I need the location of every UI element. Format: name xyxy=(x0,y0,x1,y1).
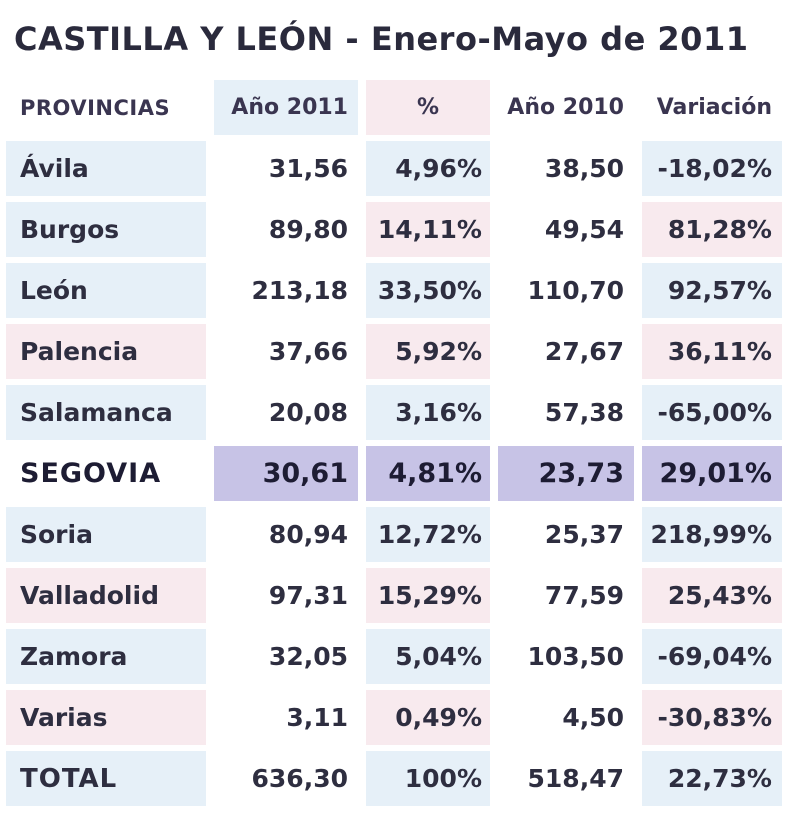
cell-variacion: 92,57% xyxy=(642,263,782,318)
cell-ano-2010: 4,50 xyxy=(498,690,634,745)
cell-variacion: 29,01% xyxy=(642,446,782,501)
cell-ano-2010: 103,50 xyxy=(498,629,634,684)
cell-ano-2010: 38,50 xyxy=(498,141,634,196)
cell-ano-2010: 57,38 xyxy=(498,385,634,440)
cell-ano-2011: 80,94 xyxy=(214,507,358,562)
cell-variacion: -65,00% xyxy=(642,385,782,440)
table-header-row: PROVINCIAS Año 2011 % Año 2010 Variación xyxy=(0,80,800,141)
table-row-total: TOTAL 636,30 100% 518,47 22,73% xyxy=(0,751,800,812)
cell-variacion: 36,11% xyxy=(642,324,782,379)
cell-province: TOTAL xyxy=(6,751,206,806)
cell-variacion: -69,04% xyxy=(642,629,782,684)
cell-province: SEGOVIA xyxy=(6,446,206,501)
cell-ano-2011: 31,56 xyxy=(214,141,358,196)
cell-percent: 14,11% xyxy=(366,202,490,257)
cell-variacion: 25,43% xyxy=(642,568,782,623)
cell-province: Zamora xyxy=(6,629,206,684)
cell-percent: 33,50% xyxy=(366,263,490,318)
cell-ano-2011: 3,11 xyxy=(214,690,358,745)
table-row-segovia: SEGOVIA 30,61 4,81% 23,73 29,01% xyxy=(0,446,800,507)
table-row-zamora: Zamora 32,05 5,04% 103,50 -69,04% xyxy=(0,629,800,690)
cell-ano-2010: 23,73 xyxy=(498,446,634,501)
cell-ano-2011: 89,80 xyxy=(214,202,358,257)
cell-ano-2010: 77,59 xyxy=(498,568,634,623)
cell-province: Varias xyxy=(6,690,206,745)
table-row-leon: León 213,18 33,50% 110,70 92,57% xyxy=(0,263,800,324)
cell-variacion: -30,83% xyxy=(642,690,782,745)
cell-ano-2011: 37,66 xyxy=(214,324,358,379)
cell-ano-2011: 213,18 xyxy=(214,263,358,318)
cell-ano-2011: 30,61 xyxy=(214,446,358,501)
table-row-burgos: Burgos 89,80 14,11% 49,54 81,28% xyxy=(0,202,800,263)
cell-ano-2010: 27,67 xyxy=(498,324,634,379)
cell-province: Salamanca xyxy=(6,385,206,440)
cell-ano-2011: 97,31 xyxy=(214,568,358,623)
header-percent: % xyxy=(366,80,490,135)
cell-ano-2011: 636,30 xyxy=(214,751,358,806)
cell-ano-2011: 20,08 xyxy=(214,385,358,440)
cell-percent: 100% xyxy=(366,751,490,806)
cell-ano-2010: 518,47 xyxy=(498,751,634,806)
cell-province: Palencia xyxy=(6,324,206,379)
table-row-soria: Soria 80,94 12,72% 25,37 218,99% xyxy=(0,507,800,568)
cell-percent: 4,81% xyxy=(366,446,490,501)
cell-percent: 4,96% xyxy=(366,141,490,196)
table-row-varias: Varias 3,11 0,49% 4,50 -30,83% xyxy=(0,690,800,751)
cell-percent: 15,29% xyxy=(366,568,490,623)
cell-percent: 5,92% xyxy=(366,324,490,379)
cell-ano-2011: 32,05 xyxy=(214,629,358,684)
cell-ano-2010: 110,70 xyxy=(498,263,634,318)
table-row-valladolid: Valladolid 97,31 15,29% 77,59 25,43% xyxy=(0,568,800,629)
header-variacion: Variación xyxy=(642,80,782,135)
cell-variacion: 218,99% xyxy=(642,507,782,562)
table-row-avila: Ávila 31,56 4,96% 38,50 -18,02% xyxy=(0,141,800,202)
cell-province: Burgos xyxy=(6,202,206,257)
cell-ano-2010: 49,54 xyxy=(498,202,634,257)
cell-ano-2010: 25,37 xyxy=(498,507,634,562)
data-table: PROVINCIAS Año 2011 % Año 2010 Variación… xyxy=(0,80,800,812)
cell-province: Valladolid xyxy=(6,568,206,623)
cell-variacion: -18,02% xyxy=(642,141,782,196)
page-title: CASTILLA Y LEÓN - Enero-Mayo de 2011 xyxy=(14,20,749,58)
table-row-palencia: Palencia 37,66 5,92% 27,67 36,11% xyxy=(0,324,800,385)
cell-percent: 12,72% xyxy=(366,507,490,562)
cell-variacion: 81,28% xyxy=(642,202,782,257)
cell-province: Ávila xyxy=(6,141,206,196)
header-ano-2010: Año 2010 xyxy=(498,80,634,135)
cell-percent: 5,04% xyxy=(366,629,490,684)
header-ano-2011: Año 2011 xyxy=(214,80,358,135)
cell-percent: 3,16% xyxy=(366,385,490,440)
cell-percent: 0,49% xyxy=(366,690,490,745)
header-provincias: PROVINCIAS xyxy=(6,80,206,135)
cell-province: León xyxy=(6,263,206,318)
cell-variacion: 22,73% xyxy=(642,751,782,806)
cell-province: Soria xyxy=(6,507,206,562)
table-row-salamanca: Salamanca 20,08 3,16% 57,38 -65,00% xyxy=(0,385,800,446)
